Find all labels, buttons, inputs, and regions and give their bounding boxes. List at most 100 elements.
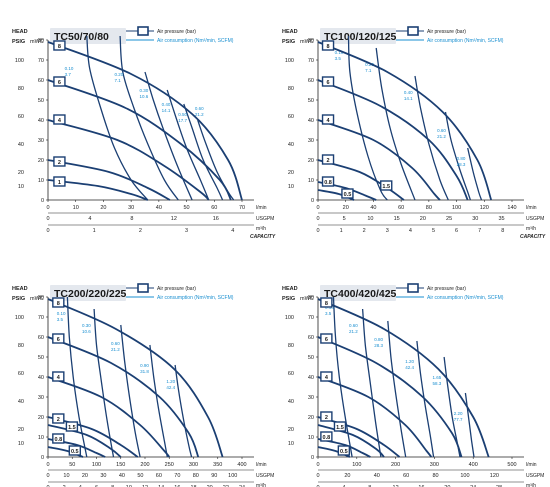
- title-box: [320, 28, 396, 44]
- air-consumption-label: 42.4: [405, 365, 414, 370]
- x-m3h-tick-label: 4: [79, 485, 82, 487]
- air-consumption-label: 0.20: [115, 72, 124, 77]
- chart-4: HEAD PSIG mWC TC400/420/425 Air pressure (ba…: [282, 283, 544, 487]
- unit-lmin: l/min: [256, 462, 267, 468]
- x-m3h-tick-label: 4: [342, 485, 345, 487]
- pressure-label-box: [380, 180, 393, 191]
- unit-lmin: l/min: [526, 205, 537, 211]
- x-m3h-tick-label: 8: [368, 485, 371, 487]
- pressure-label: 2: [58, 160, 61, 166]
- y-mwc-tick-label: 30: [308, 395, 314, 401]
- x-usgpm-tick-label: 25: [446, 216, 452, 222]
- pressure-label-box: [320, 371, 333, 382]
- x-lmin-tick-label: 120: [480, 205, 489, 211]
- y-mwc-tick-label: 50: [308, 355, 314, 361]
- x-usgpm-tick-label: 40: [374, 473, 380, 479]
- x-m3h-tick-label: 0: [46, 228, 49, 234]
- legend-air-consumption: Air consumption (Nm³/min, SCFM): [427, 295, 504, 301]
- x-lmin-tick-label: 40: [370, 205, 376, 211]
- pressure-curve: [47, 179, 149, 201]
- pressure-label-box: [52, 371, 65, 382]
- x-lmin-tick-label: 10: [73, 205, 79, 211]
- y-psig-tick-label: 80: [18, 86, 24, 92]
- pressure-curve: [317, 159, 405, 201]
- air-consumption-label: 14.1: [404, 96, 413, 101]
- x-lmin-tick-label: 70: [239, 205, 245, 211]
- air-consumption-label: 0.40: [404, 90, 413, 95]
- x-usgpm-tick-label: 16: [213, 216, 219, 222]
- y-mwc-tick-label: 20: [38, 415, 44, 421]
- y-mwc-tick-label: 70: [308, 315, 314, 321]
- x-lmin-tick-label: 50: [184, 205, 190, 211]
- air-consumption-curve: [375, 47, 416, 201]
- x-usgpm-tick-label: 70: [174, 473, 180, 479]
- x-usgpm-tick-label: 0: [46, 216, 49, 222]
- mwc-label: mWC: [30, 39, 44, 45]
- pressure-curve: [47, 119, 210, 201]
- legend-air-consumption: Air consumption (Nm³/min, SCFM): [427, 38, 504, 44]
- capacity-label: CAPACITY: [520, 234, 546, 240]
- air-consumption-label: 0.80: [374, 337, 383, 342]
- x-lmin-tick-label: 60: [398, 205, 404, 211]
- pressure-label: 6: [58, 80, 61, 86]
- pressure-label: 4: [58, 118, 62, 124]
- pressure-label-box: [320, 431, 333, 442]
- unit-m3h: m³/h: [526, 483, 536, 487]
- x-lmin-tick-label: 0: [46, 205, 49, 211]
- pressure-label: 2: [327, 158, 330, 164]
- y-mwc-tick-label: 70: [38, 315, 44, 321]
- x-usgpm-tick-label: 12: [171, 216, 177, 222]
- y-psig-tick-label: 80: [288, 343, 294, 349]
- x-m3h-tick-label: 24: [239, 485, 245, 487]
- pressure-curve: [47, 41, 243, 201]
- air-consumption-label: 0.30: [139, 88, 148, 93]
- y-psig-tick-label: 100: [285, 58, 294, 64]
- x-usgpm-tick-label: 0: [46, 473, 49, 479]
- pressure-label-box: [321, 154, 335, 165]
- x-usgpm-tick-label: 0: [316, 216, 319, 222]
- x-usgpm-tick-label: 60: [156, 473, 162, 479]
- y-psig-tick-label: 60: [288, 371, 294, 377]
- unit-usgpm: USGPM: [256, 216, 274, 222]
- air-consumption-label: 0.10: [65, 66, 74, 71]
- pressure-label-box: [53, 156, 66, 167]
- x-lmin-tick-label: 0: [46, 462, 49, 468]
- legend-air-pressure: Air pressure (bar): [157, 29, 196, 35]
- air-consumption-label: 14.1: [162, 108, 171, 113]
- air-consumption-label: 42.4: [166, 385, 175, 390]
- x-usgpm-tick-label: 30: [100, 473, 106, 479]
- legend-air-consumption: Air consumption (Nm³/min, SCFM): [157, 295, 234, 301]
- air-consumption-label: 17.7: [178, 118, 187, 123]
- x-lmin-tick-label: 250: [165, 462, 174, 468]
- x-usgpm-tick-label: 90: [211, 473, 217, 479]
- y-psig-tick-label: 60: [18, 114, 24, 120]
- chart-3: HEAD PSIG mWC TC200/220/225 Air pressure (ba…: [12, 283, 274, 487]
- title-box: [50, 28, 126, 44]
- y-mwc-tick-label: 60: [308, 78, 314, 84]
- x-lmin-tick-label: 0: [316, 205, 319, 211]
- x-usgpm-tick-label: 20: [82, 473, 88, 479]
- pressure-curve: [47, 298, 224, 458]
- air-consumption-label: 3.5: [335, 56, 342, 61]
- x-m3h-tick-label: 4: [231, 228, 234, 234]
- y-psig-tick-label: 80: [288, 86, 294, 92]
- pressure-label-box: [321, 114, 335, 125]
- x-usgpm-tick-label: 80: [193, 473, 199, 479]
- x-lmin-tick-label: 0: [316, 462, 319, 468]
- y-mwc-tick-label: 20: [38, 158, 44, 164]
- pressure-label: 1: [58, 180, 61, 186]
- air-consumption-curve: [361, 308, 382, 458]
- y-mwc-tick-label: 30: [308, 138, 314, 144]
- air-consumption-label: 3.5: [325, 311, 332, 316]
- y-mwc-tick-label: 70: [38, 58, 44, 64]
- x-usgpm-tick-label: 80: [433, 473, 439, 479]
- pressure-curve: [317, 336, 463, 458]
- x-m3h-tick-label: 8: [501, 228, 504, 234]
- air-consumption-label: 0.10: [57, 311, 66, 316]
- air-consumption-label: 10.6: [82, 329, 91, 334]
- air-consumption-label: 0.30: [82, 323, 91, 328]
- x-lmin-tick-label: 100: [452, 205, 461, 211]
- air-consumption-curve: [464, 392, 475, 458]
- x-lmin-tick-label: 50: [69, 462, 75, 468]
- pressure-label: 0.8: [323, 435, 331, 441]
